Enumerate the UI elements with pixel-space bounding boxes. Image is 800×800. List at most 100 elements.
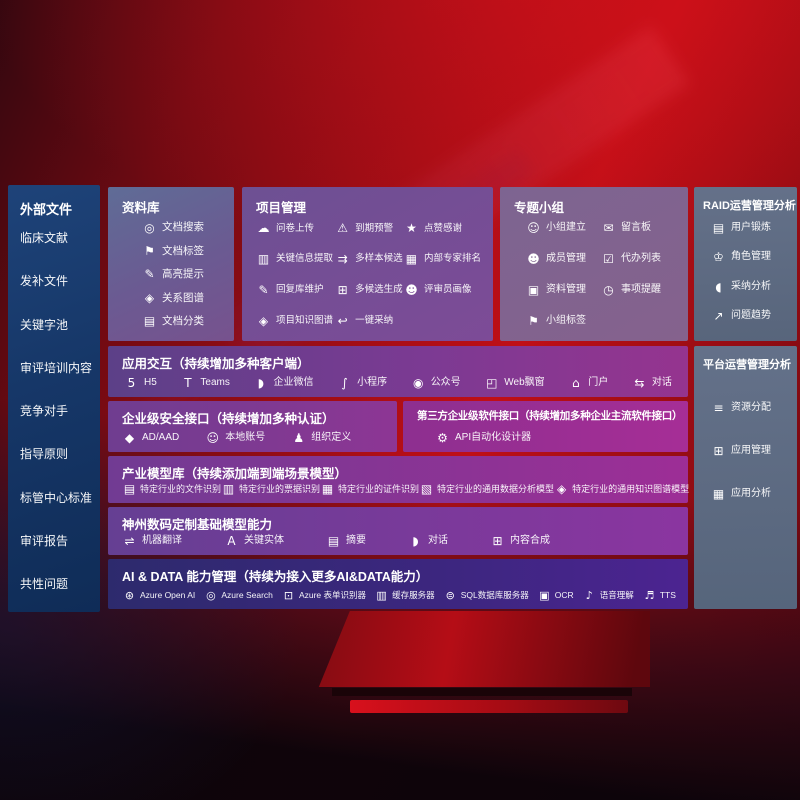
- portal-icon: ⌂: [571, 376, 580, 390]
- feature-label: 用户锻炼: [731, 221, 771, 233]
- feature-label: 内容合成: [510, 535, 550, 546]
- feature-label: API自动化设计器: [455, 432, 532, 443]
- feature-label: 企业微信: [273, 377, 314, 388]
- feature-label: Web飘窗: [504, 377, 545, 388]
- expert-ranking-icon: ▦: [405, 252, 418, 267]
- panel-platform-analysis: 平台运营管理分析 ≡ 资源分配 ⊞ 应用管理 ▦ 应用分析: [694, 346, 797, 609]
- sidebar-item: 标管中心标准: [20, 490, 93, 505]
- feature-label: 公众号: [430, 377, 461, 388]
- feature-item: ✉ 留言板: [601, 222, 676, 234]
- panel-special-groups: 专题小组 ☺ 小组建立 ✉ 留言板 ☻ 成员管理 ☑ 代办列表 ▣ 资料管理 ◷ 事项提醒 ⚑ 小组标签: [500, 187, 688, 341]
- feature-item: T Teams: [180, 377, 230, 389]
- feature-label: 缓存服务器: [392, 590, 435, 601]
- feature-item: ▥ 特定行业的票据识别: [221, 483, 320, 495]
- one-click-adopt-icon: ↩: [337, 313, 348, 328]
- web-window-icon: ◰: [486, 376, 498, 390]
- feature-label: 文档搜索: [162, 221, 204, 234]
- feature-item: ☻ 成员管理: [526, 253, 601, 265]
- summary-icon: ▤: [327, 534, 340, 548]
- role-manage-icon: ♔: [713, 250, 724, 265]
- feature-item: ▣ 资料管理: [526, 284, 601, 296]
- feature-label: 特定行业的文件识别: [140, 483, 222, 494]
- row-title: 神州数码定制基础模型能力: [122, 518, 273, 532]
- feature-item: ◆ AD/AAD: [122, 432, 179, 444]
- feature-item: ⇌ 机器翻译: [122, 535, 182, 547]
- feature-label: 问卷上传: [276, 222, 315, 234]
- feature-item: ☺ 小组建立: [526, 222, 601, 234]
- feature-label: Teams: [200, 377, 230, 388]
- feature-label: OCR: [554, 590, 574, 601]
- feature-label: 角色管理: [731, 251, 771, 263]
- feature-item: ▤ 摘要: [326, 535, 366, 547]
- official-account-icon: ◉: [412, 376, 424, 390]
- panel-title: 资料库: [122, 201, 160, 215]
- feature-item: ◗ 企业微信: [253, 377, 314, 389]
- laptop-edge-shape: [332, 688, 632, 696]
- feature-label: 资源分配: [731, 401, 771, 413]
- feature-label: 项目知识图谱: [276, 314, 334, 326]
- content-compose-icon: ⊞: [492, 534, 503, 548]
- knowledge-graph-icon: ◈: [258, 313, 269, 328]
- form-recognizer-icon: ⊡: [283, 589, 294, 602]
- group-tag-icon: ⚑: [528, 313, 539, 328]
- panel-library: 资料库 ◎ 文档搜索 ⚑ 文档标签 ✎ 高亮提示 ◈ 关系图谱 ▤ 文档分类: [108, 187, 234, 341]
- row-title: AI & DATA 能力管理（持续为接入更多AI&DATA能力）: [122, 570, 429, 584]
- dialog-icon: ◗: [412, 534, 419, 548]
- feature-item: ♟ 组织定义: [291, 432, 351, 444]
- row-title: 产业模型库（持续添加端到端场景模型）: [122, 467, 348, 481]
- feature-label: 对话: [651, 377, 672, 388]
- sidebar-item: 关键字池: [20, 317, 69, 332]
- feature-label: 内部专家排名: [423, 253, 481, 265]
- row-title: 应用交互（持续增加多种客户端）: [122, 357, 310, 371]
- feature-item: ✎ 高亮提示: [142, 268, 222, 280]
- feature-item: ⚑ 文档标签: [142, 245, 222, 257]
- feature-label: 评审员画像: [423, 284, 472, 296]
- data-analysis-model-icon: ▧: [420, 482, 433, 496]
- panel-title: 专题小组: [514, 201, 565, 215]
- ad-aad-icon: ◆: [124, 431, 135, 445]
- row-title: 第三方企业级软件接口（持续增加多种企业主流软件接口）: [417, 410, 683, 422]
- feature-label: 代办列表: [621, 253, 661, 265]
- laptop-glow-shape: [318, 611, 650, 687]
- feature-item: ⊜ SQL数据库服务器: [443, 590, 529, 601]
- feature-label: 问题趋势: [731, 310, 771, 322]
- doc-search-icon: ◎: [144, 220, 155, 235]
- feature-item: ⊞ 多候选生成: [335, 284, 404, 296]
- row-base-model-capability: 神州数码定制基础模型能力 ⇌ 机器翻译 A 关键实体 ▤ 摘要 ◗ 对话 ⊞ 内容合成: [108, 507, 688, 555]
- feature-label: 多样本候选: [355, 253, 403, 265]
- feature-label: 特定行业的通用数据分析模型: [437, 483, 555, 494]
- feature-item: A 关键实体: [224, 535, 284, 547]
- feature-label: 采纳分析: [731, 280, 771, 292]
- feature-item: ⊞ 内容合成: [490, 535, 550, 547]
- feature-item: ☺ 本地账号: [205, 432, 265, 444]
- feature-item: ▦ 内部专家排名: [404, 253, 481, 265]
- message-board-icon: ✉: [603, 221, 614, 236]
- feature-label: 文档标签: [162, 244, 204, 257]
- miniprogram-icon: ∫: [341, 376, 348, 390]
- speech-understanding-icon: ♪: [585, 589, 593, 602]
- doc-tag-icon: ⚑: [144, 244, 155, 259]
- row-thirdparty-interface: 第三方企业级软件接口（持续增加多种企业主流软件接口） ⚙ API自动化设计器: [403, 401, 688, 452]
- html5-icon: 5: [127, 376, 136, 390]
- feature-label: Azure Search: [221, 590, 273, 601]
- tts-icon: ♬: [644, 589, 655, 602]
- feature-item: ⚠ 到期预警: [335, 222, 404, 234]
- feature-item: ∫ 小程序: [337, 377, 387, 389]
- reviewer-portrait-icon: ☻: [405, 282, 418, 297]
- highlight-icon: ✎: [144, 267, 155, 282]
- feature-item: ⇉ 多样本候选: [335, 253, 404, 265]
- panel-project-management: 项目管理 ☁ 问卷上传 ⚠ 到期预警 ★ 点赞感谢 ▥ 关键信息提取 ⇉ 多样本候选 ▦ 内部专家排名…: [242, 187, 493, 341]
- feature-item: ◎ 文档搜索: [142, 222, 222, 234]
- sidebar-item: 审评报告: [20, 533, 69, 548]
- file-recognition-icon: ▤: [123, 482, 136, 496]
- sidebar-item: 共性问题: [20, 577, 69, 591]
- material-manage-icon: ▣: [527, 282, 540, 297]
- feature-item: ♬ TTS: [642, 590, 676, 601]
- feature-item: ▧ 特定行业的通用数据分析模型: [419, 483, 554, 495]
- feature-label: 资料管理: [546, 283, 586, 295]
- feature-label: 高亮提示: [162, 268, 204, 281]
- feature-item: ◷ 事项提醒: [601, 284, 676, 296]
- azure-openai-icon: ⊛: [124, 589, 135, 602]
- multi-sample-icon: ⇉: [337, 252, 348, 267]
